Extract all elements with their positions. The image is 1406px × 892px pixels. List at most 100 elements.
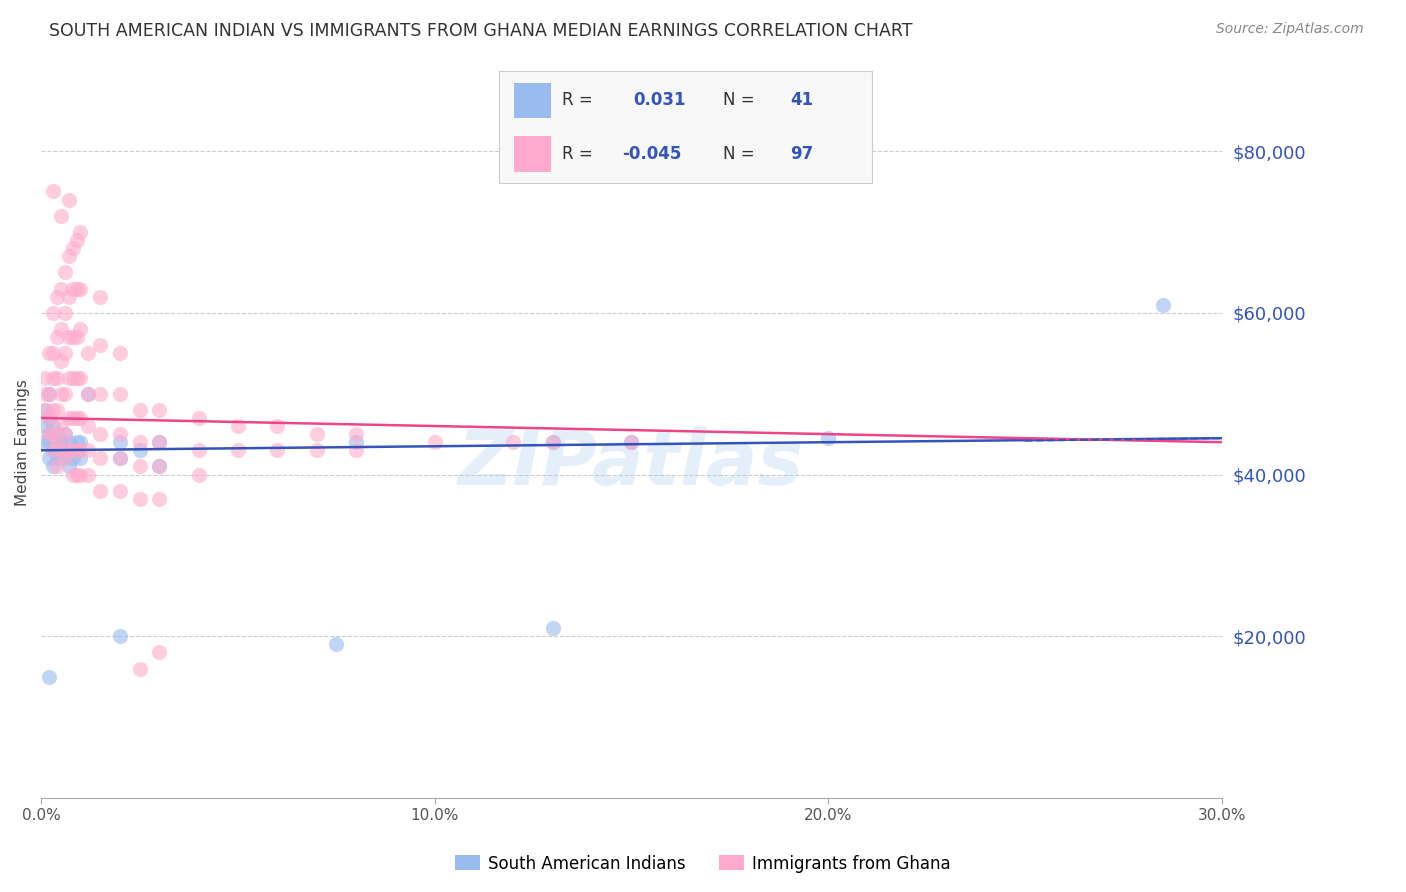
Point <box>38 427 60 442</box>
Point <box>53 451 76 466</box>
Point <box>45 459 67 474</box>
Point <box>38 411 60 425</box>
Point <box>226 419 249 434</box>
Point <box>148 459 170 474</box>
Point <box>45 402 67 417</box>
Bar <box>515 136 551 171</box>
Point <box>62 467 84 482</box>
Point <box>108 629 131 643</box>
Point <box>77 346 100 360</box>
Point <box>38 451 60 466</box>
Point <box>128 443 150 458</box>
Text: 97: 97 <box>790 145 813 163</box>
Point <box>344 435 367 450</box>
Point <box>49 419 72 434</box>
Point <box>620 435 643 450</box>
Point <box>38 670 60 684</box>
Point <box>65 443 87 458</box>
Point <box>128 402 150 417</box>
Point <box>58 411 80 425</box>
Point <box>541 435 564 450</box>
Point <box>620 435 643 450</box>
Point <box>62 241 84 255</box>
Point <box>53 386 76 401</box>
Point <box>45 435 67 450</box>
Point <box>305 443 328 458</box>
Point <box>53 427 76 442</box>
Point <box>45 427 67 442</box>
Point <box>69 225 91 239</box>
Text: N =: N = <box>723 145 754 163</box>
Point <box>89 483 111 498</box>
Point <box>49 386 72 401</box>
Point <box>69 370 91 384</box>
Point <box>45 370 67 384</box>
Point <box>89 427 111 442</box>
Legend: South American Indians, Immigrants from Ghana: South American Indians, Immigrants from … <box>449 848 957 880</box>
Point <box>69 435 91 450</box>
Point <box>49 354 72 368</box>
Point <box>65 411 87 425</box>
Point <box>266 419 288 434</box>
Point <box>108 435 131 450</box>
Point <box>42 402 65 417</box>
Point <box>108 483 131 498</box>
Point <box>58 290 80 304</box>
Point <box>34 402 56 417</box>
Point <box>58 193 80 207</box>
Point <box>34 419 56 434</box>
Point <box>58 330 80 344</box>
Point <box>38 386 60 401</box>
Point <box>65 435 87 450</box>
Point <box>77 386 100 401</box>
Point <box>77 386 100 401</box>
Point <box>89 290 111 304</box>
Point <box>49 322 72 336</box>
Text: 0.031: 0.031 <box>633 91 686 110</box>
Point <box>128 459 150 474</box>
Point <box>69 281 91 295</box>
Point <box>148 435 170 450</box>
Y-axis label: Median Earnings: Median Earnings <box>15 379 30 506</box>
Point <box>62 451 84 466</box>
Point <box>89 451 111 466</box>
Point <box>38 346 60 360</box>
Point <box>49 443 72 458</box>
Point <box>325 637 347 651</box>
Point <box>148 645 170 659</box>
Point <box>187 411 209 425</box>
Point <box>69 411 91 425</box>
Point <box>128 435 150 450</box>
Point <box>45 330 67 344</box>
Point <box>226 443 249 458</box>
Point <box>58 435 80 450</box>
Point <box>305 427 328 442</box>
Point <box>65 443 87 458</box>
Point <box>42 306 65 320</box>
Point <box>49 281 72 295</box>
Point <box>187 467 209 482</box>
Text: Source: ZipAtlas.com: Source: ZipAtlas.com <box>1216 22 1364 37</box>
Point <box>541 621 564 635</box>
Point <box>38 386 60 401</box>
Point <box>62 443 84 458</box>
Point <box>108 451 131 466</box>
Text: R =: R = <box>562 91 593 110</box>
Point <box>42 427 65 442</box>
Point <box>45 443 67 458</box>
Point <box>69 467 91 482</box>
Point <box>541 435 564 450</box>
Text: 41: 41 <box>790 91 813 110</box>
Point <box>45 451 67 466</box>
Point <box>58 249 80 263</box>
Point <box>65 370 87 384</box>
Point <box>344 443 367 458</box>
Point <box>34 435 56 450</box>
Point <box>65 330 87 344</box>
Text: N =: N = <box>723 91 754 110</box>
Point <box>42 419 65 434</box>
Point <box>53 306 76 320</box>
Point <box>128 662 150 676</box>
Point <box>148 402 170 417</box>
Text: -0.045: -0.045 <box>621 145 682 163</box>
